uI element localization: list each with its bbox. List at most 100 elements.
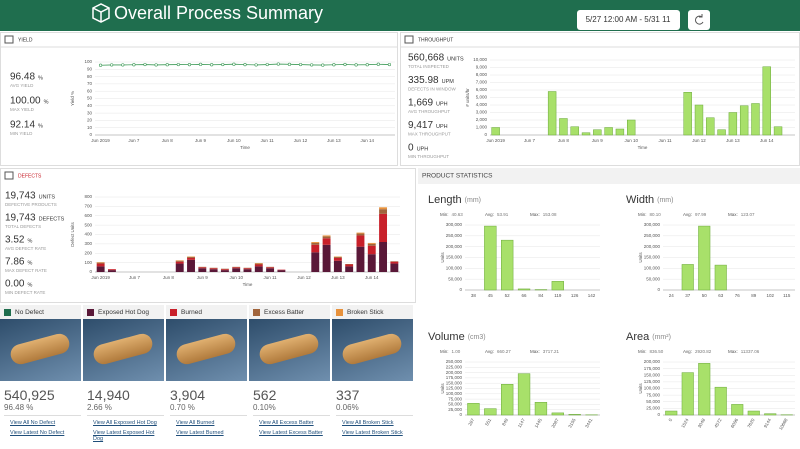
color-swatch bbox=[87, 308, 94, 316]
y-tick-label: 90 bbox=[87, 66, 93, 71]
bar-segment bbox=[345, 264, 354, 267]
sample-image[interactable] bbox=[332, 319, 413, 381]
card-percent: 0.06% bbox=[336, 403, 413, 416]
bar bbox=[467, 403, 480, 416]
x-tick-label: 76 bbox=[735, 293, 741, 298]
sample-image[interactable] bbox=[249, 319, 330, 381]
y-axis-label: Units bbox=[638, 383, 643, 394]
x-tick-label: Jun 10 bbox=[227, 138, 241, 143]
bar bbox=[773, 126, 783, 136]
view-latest-link[interactable]: View Latest Exposed Hot Dog bbox=[93, 430, 155, 442]
y-tick-label: 250,000 bbox=[446, 233, 463, 238]
sample-image[interactable] bbox=[166, 319, 247, 381]
bar bbox=[627, 119, 636, 136]
y-axis-label: Units bbox=[638, 252, 643, 263]
bar bbox=[714, 264, 727, 291]
view-all-link[interactable]: View All Broken Stick bbox=[342, 420, 394, 426]
bar-segment bbox=[367, 243, 376, 246]
x-tick-label: Jun 12 bbox=[294, 138, 308, 143]
stat-value: 1.00 bbox=[452, 349, 461, 354]
point bbox=[287, 62, 292, 66]
bar bbox=[739, 105, 749, 136]
bar bbox=[731, 404, 744, 416]
bar-segment bbox=[175, 261, 184, 264]
view-all-link[interactable]: View All Exposed Hot Dog bbox=[93, 420, 157, 426]
stat-label: Avg: bbox=[683, 212, 692, 217]
stat-label: MAX DEFECT RATE bbox=[5, 268, 47, 273]
view-latest-link[interactable]: View Latest No Defect bbox=[10, 430, 65, 436]
y-tick-label: 25,000 bbox=[448, 407, 462, 412]
x-tick-label: 45 bbox=[488, 293, 494, 298]
point bbox=[121, 63, 125, 67]
view-latest-link[interactable]: View Latest Excess Batter bbox=[259, 430, 323, 436]
stat-value: 80.10 bbox=[650, 212, 662, 217]
view-all-link[interactable]: View All Burned bbox=[176, 420, 215, 426]
bar-segment bbox=[333, 260, 342, 272]
bar-segment bbox=[311, 244, 320, 253]
point bbox=[354, 63, 358, 67]
date-picker[interactable] bbox=[577, 10, 680, 30]
point bbox=[221, 62, 225, 67]
chart-title: Volume bbox=[428, 331, 465, 343]
view-all-link[interactable]: View All No Defect bbox=[10, 420, 56, 426]
y-tick-label: 100,000 bbox=[446, 266, 463, 271]
point bbox=[310, 63, 314, 67]
bar-segment bbox=[254, 266, 263, 272]
x-tick-label: 2087 bbox=[550, 417, 560, 429]
bar-segment bbox=[187, 257, 195, 260]
bar bbox=[581, 132, 591, 136]
y-tick-label: 50,000 bbox=[646, 399, 660, 404]
x-tick-label: 7620 bbox=[746, 417, 756, 429]
stat-value: 560,668 bbox=[408, 53, 445, 64]
stat-value: 9,417 bbox=[408, 120, 433, 131]
x-tick-label: Jun 8 bbox=[162, 138, 174, 143]
y-tick-label: 80 bbox=[87, 74, 93, 79]
sample-image[interactable] bbox=[0, 319, 81, 381]
bar bbox=[698, 225, 711, 291]
sample-image[interactable] bbox=[83, 319, 164, 381]
defect-card: Excess Batter 562 0.10% View All Excess Bat… bbox=[249, 305, 330, 449]
bar-segment bbox=[367, 242, 376, 244]
bar-segment bbox=[96, 262, 105, 264]
panel-title: THROUGHPUT bbox=[418, 37, 453, 43]
x-tick-label: Jun 2019 bbox=[486, 138, 505, 143]
x-tick-label: 1524 bbox=[680, 417, 690, 429]
bar-segment bbox=[367, 245, 376, 255]
x-tick-label: 1445 bbox=[533, 417, 543, 429]
stat-label: Max: bbox=[530, 349, 540, 354]
defects-panel bbox=[0, 168, 416, 303]
bar bbox=[551, 412, 564, 416]
card-header: No Defect bbox=[0, 305, 81, 319]
stat-label: AVG THROUGHPUT bbox=[408, 109, 450, 114]
point bbox=[265, 62, 269, 67]
product-shape bbox=[91, 331, 155, 367]
y-tick-label: 60 bbox=[87, 88, 93, 93]
date-range[interactable]: 5/27 12:00 AM - 5/31 11 bbox=[586, 15, 671, 24]
stat-label: Max: bbox=[728, 212, 738, 217]
y-tick-label: 300,000 bbox=[644, 222, 661, 227]
y-tick-label: 75,000 bbox=[448, 396, 462, 401]
refresh-button[interactable] bbox=[688, 10, 710, 30]
stat-label: MAX YIELD bbox=[10, 107, 35, 112]
chart-title: Length bbox=[428, 194, 462, 206]
x-tick-label: Jun 11 bbox=[261, 138, 275, 143]
throughput-panel bbox=[400, 32, 800, 166]
bar-segment bbox=[311, 252, 320, 272]
refresh-icon[interactable] bbox=[695, 14, 704, 25]
x-axis-label: Time bbox=[638, 145, 648, 150]
bar-segment bbox=[266, 268, 275, 272]
view-latest-link[interactable]: View Latest Broken Stick bbox=[342, 430, 403, 436]
view-all-link[interactable]: View All Excess Batter bbox=[259, 420, 314, 426]
y-tick-label: 50 bbox=[87, 96, 93, 101]
bar-segment bbox=[96, 263, 105, 267]
bar-segment bbox=[254, 263, 263, 265]
stat-unit: UPH bbox=[417, 146, 429, 152]
y-tick-label: 70 bbox=[87, 81, 93, 86]
bar-segment bbox=[96, 266, 105, 272]
y-tick-label: 0 bbox=[459, 412, 462, 417]
view-latest-link[interactable]: View Latest Burned bbox=[176, 430, 224, 436]
stat-label: Min: bbox=[440, 349, 449, 354]
bar-segment bbox=[254, 264, 263, 267]
x-tick-label: Jun 13 bbox=[331, 275, 345, 280]
bar-segment bbox=[107, 270, 116, 272]
